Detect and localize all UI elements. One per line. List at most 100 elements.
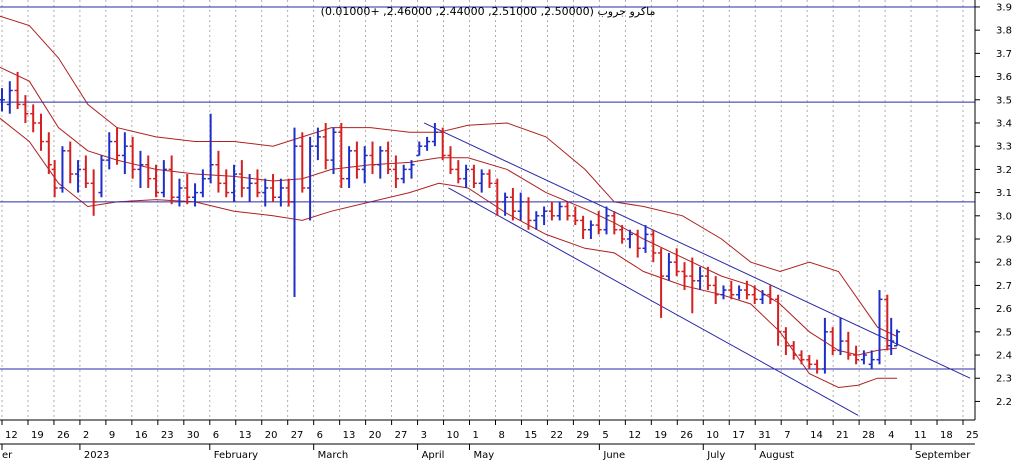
ohlc-bar: [548, 201, 555, 221]
ohlc-bar: [238, 160, 245, 198]
price-bars: [0, 71, 901, 374]
x-tick-label: 2: [83, 430, 89, 441]
ohlc-bar: [642, 225, 649, 253]
x-tick-label: 26: [680, 430, 693, 441]
ohlc-bar: [697, 266, 704, 291]
bollinger-bands: [0, 15, 898, 389]
ohlc-bar: [619, 225, 626, 244]
ohlc-bar: [90, 169, 97, 216]
x-tick-label: 18: [940, 430, 953, 441]
ohlc-bar: [533, 211, 540, 230]
ohlc-bar: [439, 127, 446, 161]
month-label: August: [759, 450, 794, 461]
ohlc-bar: [153, 164, 160, 198]
ohlc-bar: [673, 248, 680, 277]
ohlc-bar: [626, 229, 633, 249]
ohlc-bar: [736, 285, 743, 300]
x-tick-label: 23: [161, 430, 174, 441]
ohlc-bar: [369, 141, 376, 175]
ohlc-bar: [580, 215, 587, 240]
x-tick-label: 29: [576, 430, 589, 441]
ohlc-bar: [246, 174, 253, 202]
ohlc-bar: [798, 350, 805, 365]
ohlc-bar: [75, 160, 82, 193]
month-label: September: [915, 450, 971, 461]
ohlc-bar: [129, 136, 136, 179]
ohlc-bar: [860, 350, 867, 365]
y-tick-label: 3.8: [996, 26, 1012, 37]
month-label: er: [2, 450, 13, 461]
ohlc-bar: [307, 136, 314, 221]
horizontal-levels: [0, 6, 975, 370]
ohlc-bar: [517, 192, 524, 221]
ohlc-bar: [743, 280, 750, 300]
ohlc-bar: [67, 141, 74, 184]
x-tick-label: 27: [291, 430, 304, 441]
x-tick-label: 26: [57, 430, 70, 441]
x-tick-label: 25: [966, 430, 979, 441]
x-tick-label: 28: [862, 430, 875, 441]
ohlc-bar: [322, 122, 329, 170]
y-tick-label: 2.2: [996, 397, 1012, 408]
ohlc-bar: [447, 146, 454, 175]
x-axis: 12 19 26 2 9 16 23 30 6 13 20 27 6 13 20 27 3 10 1 8 15 22 29 5…: [1, 420, 979, 461]
ohlc-bar: [650, 229, 657, 263]
ohlc-bar: [689, 257, 696, 314]
ohlc-bar: [814, 359, 821, 374]
ohlc-bar: [277, 178, 284, 207]
ohlc-bar: [176, 178, 183, 207]
month-label: April: [422, 450, 445, 461]
ohlc-bar: [254, 169, 261, 198]
ohlc-bar: [59, 146, 66, 193]
ohlc-bar: [463, 164, 470, 188]
ohlc-bar: [314, 127, 321, 161]
ohlc-bar: [192, 183, 199, 207]
ohlc-bar: [416, 141, 423, 157]
ohlc-bar: [759, 290, 766, 304]
y-tick-label: 3.1: [996, 188, 1012, 199]
band-lower: [0, 117, 897, 389]
month-label: May: [474, 450, 495, 461]
x-tick-label: 19: [654, 430, 667, 441]
ohlc-bar: [215, 150, 222, 193]
ohlc-bar: [837, 317, 844, 356]
ohlc-bar: [712, 276, 719, 304]
y-tick-label: 2.5: [996, 327, 1012, 338]
ohlc-bar: [728, 280, 735, 300]
y-tick-label: 3.0: [996, 211, 1012, 222]
ohlc-bar: [845, 331, 852, 360]
month-label: March: [318, 450, 348, 461]
x-tick-label: 27: [395, 430, 408, 441]
ohlc-bar: [424, 136, 431, 151]
ohlc-bar: [556, 201, 563, 221]
ohlc-bar: [392, 155, 399, 188]
month-label: February: [214, 450, 258, 461]
x-tick-label: 10: [447, 430, 460, 441]
ohlc-bar: [502, 192, 509, 216]
ohlc-bar: [6, 81, 13, 114]
ohlc-bar: [720, 285, 727, 300]
ohlc-bar: [400, 164, 407, 184]
x-tick-label: 6: [213, 430, 219, 441]
ohlc-bar: [494, 178, 501, 216]
x-tick-label: 14: [810, 430, 823, 441]
ohlc-bar: [361, 146, 368, 184]
ohlc-bar: [408, 160, 415, 179]
ohlc-bar: [767, 285, 774, 304]
y-tick-label: 2.7: [996, 281, 1012, 292]
y-tick-label: 3.3: [996, 142, 1012, 153]
x-tick-label: 12: [5, 430, 18, 441]
ohlc-bar: [98, 155, 105, 198]
ohlc-bar: [160, 160, 167, 198]
ohlc-bar: [876, 290, 883, 365]
band-upper: [0, 15, 898, 337]
chart-title: ماكرو جروب (2.50000, 2.51000, 2.44000, 2…: [321, 5, 656, 18]
ohlc-bar: [470, 164, 477, 188]
x-tick-label: 30: [187, 430, 200, 441]
x-tick-label: 12: [628, 430, 641, 441]
ohlc-bar: [262, 178, 269, 207]
x-tick-label: 20: [369, 430, 382, 441]
ohlc-bar: [751, 285, 758, 304]
x-tick-label: 20: [265, 430, 278, 441]
ohlc-bar: [782, 327, 789, 356]
